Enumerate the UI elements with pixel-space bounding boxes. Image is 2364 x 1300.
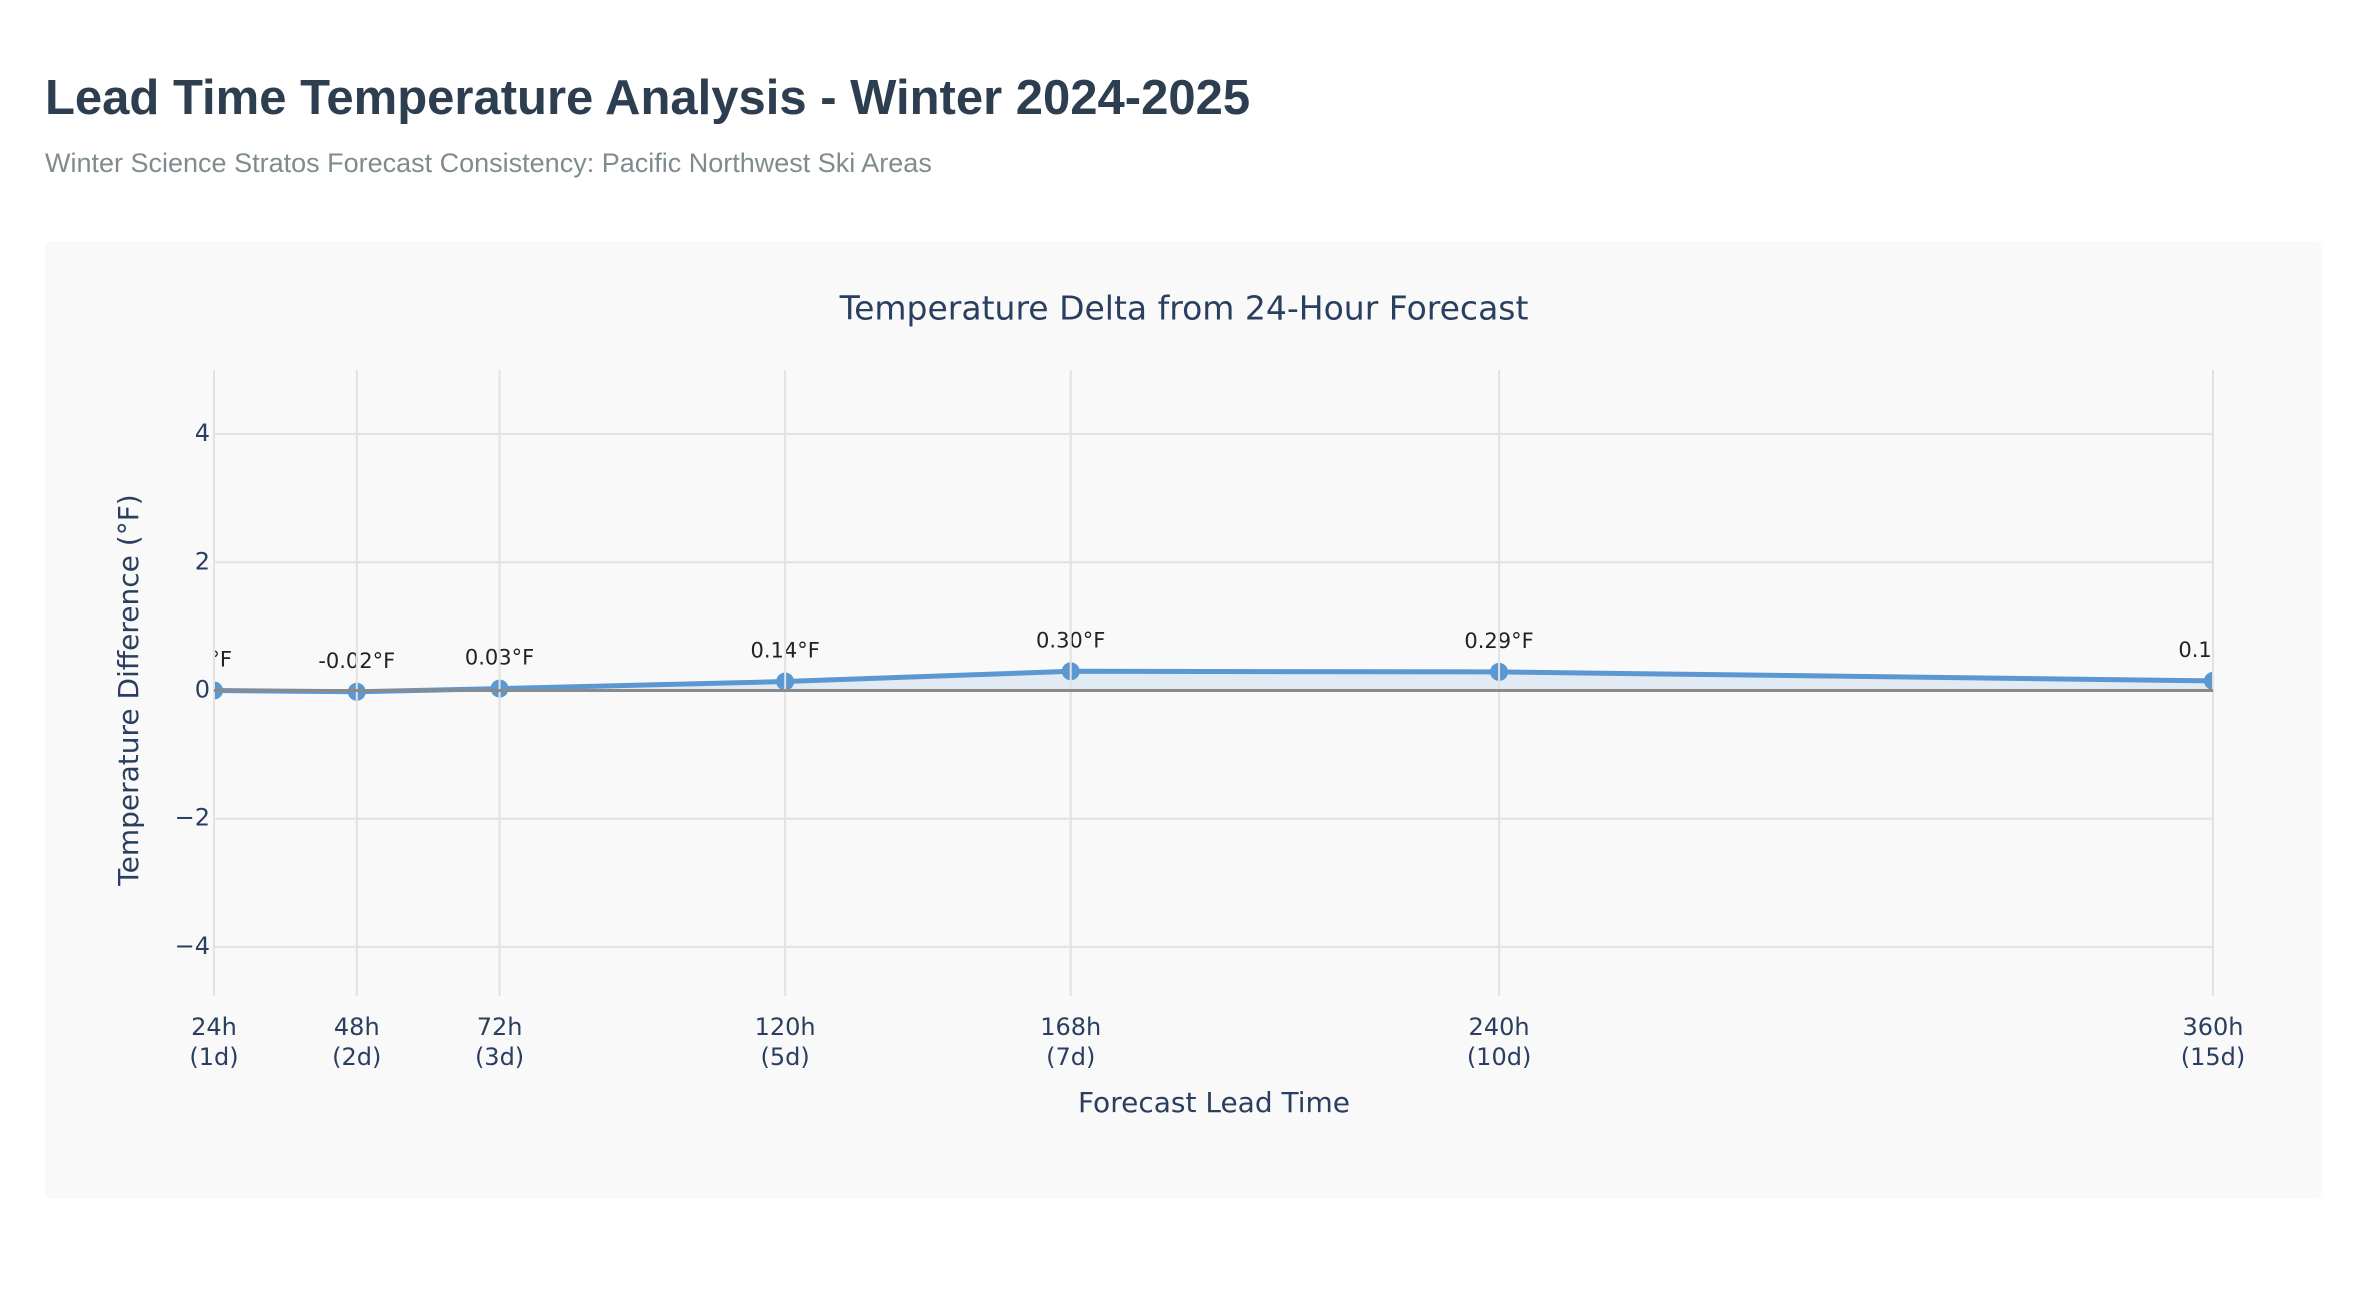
y-tick-label: −4 [175, 932, 210, 960]
x-tick-label: 24h (1d) [189, 1013, 239, 1071]
data-label: 0.15°F [2178, 638, 2247, 662]
page-subtitle: Winter Science Stratos Forecast Consiste… [45, 148, 932, 178]
y-tick-label: 2 [195, 547, 210, 575]
x-tick-label: 48h (2d) [332, 1013, 382, 1071]
x-axis-title: Forecast Lead Time [1078, 1086, 1350, 1119]
x-tick-label: 72h (3d) [474, 1013, 525, 1071]
y-tick-label: 4 [195, 419, 210, 447]
y-tick-label: −2 [175, 804, 210, 832]
y-axis-title: Temperature Difference (°F) [112, 494, 145, 886]
chart-title: Temperature Delta from 24-Hour Forecast [839, 289, 1529, 328]
x-tick-label: 360h (15d) [2180, 1013, 2246, 1071]
chart-panel [45, 241, 2322, 1199]
y-tick-label: 0 [195, 676, 210, 704]
x-tick-label: 240h (10d) [1466, 1013, 1532, 1071]
x-tick-label: 168h (7d) [1040, 1013, 1102, 1071]
data-label: 0°F [196, 648, 232, 672]
page-title: Lead Time Temperature Analysis - Winter … [45, 71, 1251, 125]
x-tick-label: 120h (5d) [754, 1013, 816, 1071]
marker [2204, 671, 2213, 690]
